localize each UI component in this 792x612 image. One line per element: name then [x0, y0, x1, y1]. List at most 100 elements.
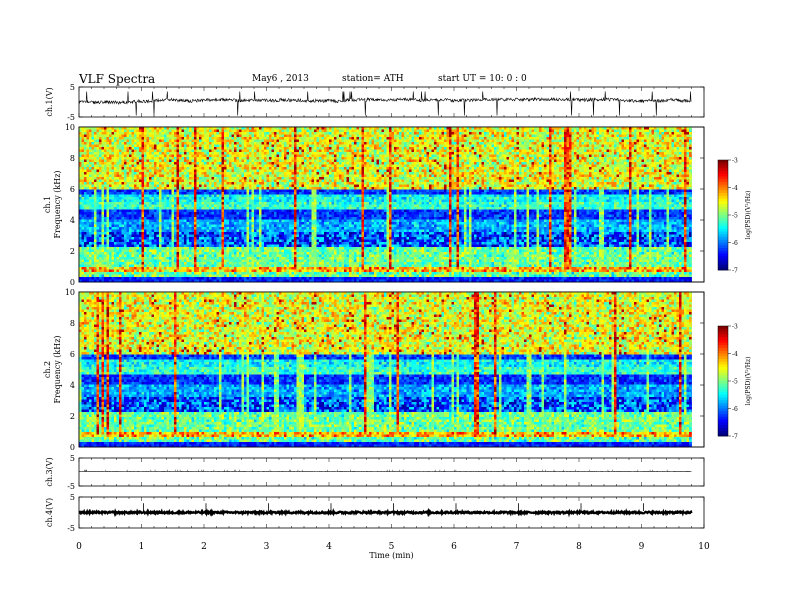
spectrogram-cell	[99, 205, 102, 208]
spectrogram-cell	[94, 210, 97, 213]
spectrogram-cell	[224, 192, 227, 195]
spectrogram-cell	[217, 245, 220, 248]
spectrogram-cell	[117, 267, 120, 270]
spectrogram-cell	[104, 185, 107, 188]
spectrogram-cell	[134, 187, 137, 190]
spectrogram-cell	[112, 215, 115, 218]
spectrogram-cell	[177, 227, 180, 230]
spectrogram-cell	[107, 242, 110, 245]
spectrogram-cell	[194, 187, 197, 190]
spectrogram-cell	[182, 177, 185, 180]
spectrogram-cell	[117, 220, 120, 223]
spectrogram-cell	[97, 137, 100, 140]
spectrogram-cell	[112, 150, 115, 153]
spectrogram-cell	[232, 162, 235, 165]
spectrogram-cell	[114, 242, 117, 245]
spectrogram-cell	[92, 272, 95, 275]
spectrogram-cell	[167, 207, 170, 210]
spectrogram-cell	[99, 215, 102, 218]
spectrogram-cell	[154, 140, 157, 143]
spectrogram-cell	[179, 132, 182, 135]
spectrogram-cell	[99, 157, 102, 160]
spectrogram-cell	[149, 247, 152, 250]
spectrogram-cell	[199, 215, 202, 218]
spectrogram-cell	[147, 267, 150, 270]
spectrogram-cell	[207, 252, 210, 255]
spectrogram-cell	[134, 182, 137, 185]
spectrogram-cell	[209, 165, 212, 168]
spectrogram-cell	[189, 207, 192, 210]
spectrogram-cell	[194, 142, 197, 145]
spectrogram-cell	[219, 217, 222, 220]
spectrogram-cell	[117, 162, 120, 165]
spectrogram-cell	[109, 277, 112, 280]
spectrogram-cell	[197, 222, 200, 225]
spectrogram-cell	[217, 157, 220, 160]
spectrogram-cell	[137, 220, 140, 223]
spectrogram-cell	[107, 155, 110, 158]
spectrogram-cell	[142, 165, 145, 168]
spectrogram-cell	[219, 202, 222, 205]
spectrogram-cell	[147, 175, 150, 178]
spectrogram-cell	[172, 260, 175, 263]
spectrogram-cell	[142, 237, 145, 240]
spectrogram-cell	[122, 152, 125, 155]
spectrogram-cell	[127, 230, 130, 233]
spectrogram-cell	[229, 265, 232, 268]
spectrogram-cell	[232, 150, 235, 153]
spectrogram-cell	[174, 175, 177, 178]
spectrogram-cell	[152, 177, 155, 180]
spectrogram-cell	[102, 257, 105, 260]
spectrogram-cell	[174, 267, 177, 270]
spectrogram-cell	[167, 255, 170, 258]
spectrogram-cell	[157, 232, 160, 235]
spectrogram-cell	[219, 150, 222, 153]
spectrogram-cell	[179, 185, 182, 188]
spectrogram-cell	[194, 252, 197, 255]
spectrogram-cell	[129, 260, 132, 263]
spectrogram-cell	[207, 230, 210, 233]
spectrogram-cell	[172, 275, 175, 278]
spectrogram-cell	[79, 130, 82, 133]
spectrogram-cell	[134, 167, 137, 170]
spectrogram-cell	[139, 177, 142, 180]
spectrogram-cell	[224, 152, 227, 155]
spectrogram-cell	[227, 270, 230, 273]
spectrogram-cell	[87, 227, 90, 230]
spectrogram-cell	[92, 217, 95, 220]
spectrogram-cell	[92, 245, 95, 248]
spectrogram-cell	[124, 227, 127, 230]
spectrogram-cell	[152, 170, 155, 173]
spectrogram-cell	[169, 135, 172, 138]
spectrogram-cell	[132, 202, 135, 205]
spectrogram-cell	[227, 155, 230, 158]
spectrogram-cell	[154, 190, 157, 193]
spectrogram-cell	[104, 272, 107, 275]
spectrogram-cell	[139, 260, 142, 263]
spectrogram-cell	[184, 235, 187, 238]
spectrogram-cell	[147, 250, 150, 253]
spectrogram-cell	[172, 147, 175, 150]
spectrogram-cell	[222, 175, 225, 178]
spectrogram-cell	[204, 190, 207, 193]
spectrogram-cell	[182, 255, 185, 258]
spectrogram-cell	[92, 240, 95, 243]
y-tick-label: 2	[70, 247, 75, 256]
spectrogram-cell	[192, 150, 195, 153]
spectrogram-cell	[84, 255, 87, 258]
spectrogram-cell	[139, 202, 142, 205]
spectrogram-cell	[219, 167, 222, 170]
spectrogram-cell	[147, 172, 150, 175]
spectrogram-cell	[164, 160, 167, 163]
spectrogram-cell	[164, 200, 167, 203]
spectrogram-cell	[107, 170, 110, 173]
spectrogram-cell	[149, 225, 152, 228]
spectrogram-cell	[219, 180, 222, 183]
spectrogram-cell	[217, 185, 220, 188]
spectrogram-cell	[132, 127, 135, 130]
spectrogram-cell	[89, 130, 92, 133]
spectrogram-cell	[79, 257, 82, 260]
spectrogram-cell	[167, 185, 170, 188]
spectrogram-cell	[84, 172, 87, 175]
spectrogram-cell	[157, 227, 160, 230]
